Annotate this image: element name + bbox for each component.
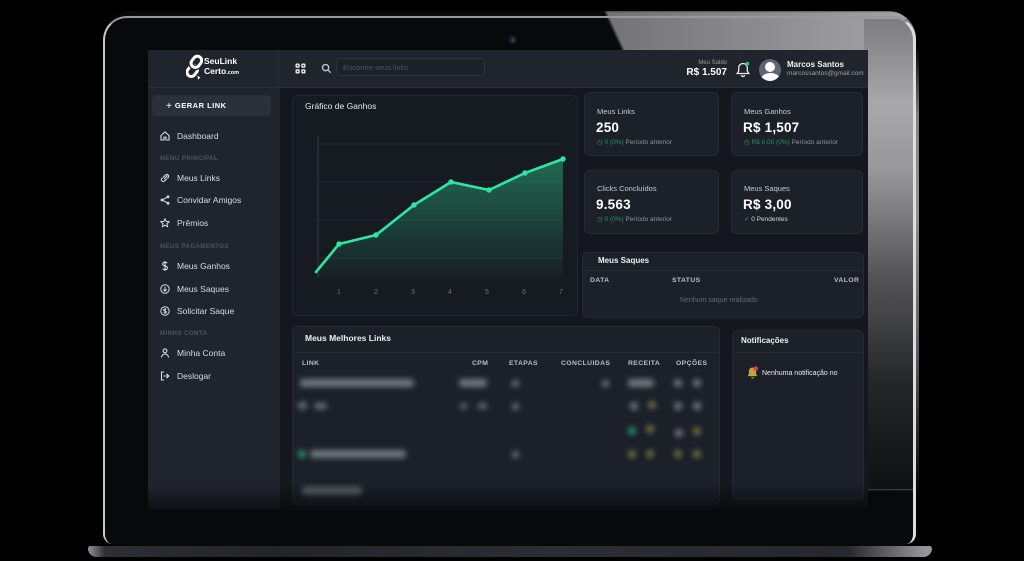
svg-text:3: 3 [411, 289, 415, 296]
svg-text:7: 7 [559, 289, 563, 296]
svg-text:1: 1 [337, 289, 341, 296]
svg-text:5: 5 [485, 289, 489, 296]
svg-text:2: 2 [374, 289, 378, 296]
svg-text:6: 6 [522, 289, 526, 296]
svg-text:4: 4 [448, 289, 452, 296]
